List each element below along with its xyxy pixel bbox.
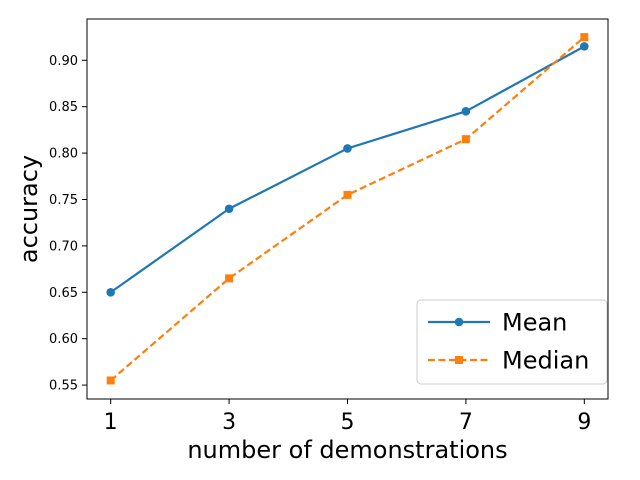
legend-marker: [455, 356, 463, 364]
x-tick-label: 1: [104, 410, 118, 435]
x-axis: 1 3 5 7 9: [104, 399, 591, 435]
y-axis-title: accuracy: [15, 155, 43, 263]
legend-marker: [454, 317, 464, 327]
series-mean: [106, 42, 589, 297]
data-point: [461, 135, 470, 144]
x-tick-label: 9: [577, 410, 591, 435]
data-point: [461, 107, 471, 116]
data-point: [343, 190, 352, 199]
legend-item-median: Median: [428, 347, 589, 375]
x-tick-label: 3: [222, 410, 236, 435]
data-point: [224, 204, 234, 214]
data-point: [343, 144, 352, 153]
series-line-median: [109, 36, 586, 382]
y-tick-label: 0.55: [49, 379, 78, 394]
legend-label: Mean: [502, 309, 567, 337]
y-axis: 0.55 0.60 0.65 0.70 0.75 0.80 0.85 0.90: [49, 54, 87, 394]
x-tick-label: 7: [459, 410, 473, 435]
y-tick-label: 0.85: [49, 100, 78, 115]
legend-label: Median: [502, 347, 589, 375]
legend: Mean Median: [416, 299, 608, 385]
data-point: [106, 376, 115, 385]
data-point: [580, 33, 589, 42]
y-tick-label: 0.75: [49, 193, 78, 208]
y-tick-label: 0.60: [49, 332, 78, 347]
y-tick-label: 0.80: [49, 147, 78, 162]
x-tick-label: 5: [341, 410, 355, 435]
x-axis-title: number of demonstrations: [187, 436, 507, 464]
data-point: [106, 287, 115, 297]
y-tick-label: 0.65: [49, 286, 78, 301]
series-median: [106, 33, 589, 385]
series-layer: [106, 33, 589, 385]
data-point: [225, 274, 234, 283]
data-point: [580, 42, 589, 51]
y-tick-label: 0.90: [49, 54, 78, 69]
y-tick-label: 0.70: [49, 239, 78, 254]
legend-item-mean: Mean: [428, 309, 567, 337]
